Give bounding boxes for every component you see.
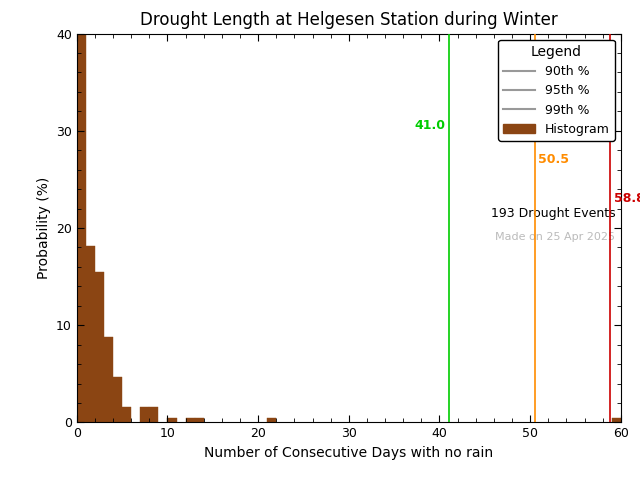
- Text: 50.5: 50.5: [538, 154, 570, 167]
- Bar: [195, 418, 204, 422]
- Text: 41.0: 41.0: [415, 120, 446, 132]
- Text: Made on 25 Apr 2025: Made on 25 Apr 2025: [495, 232, 615, 242]
- Text: 193 Drought Events: 193 Drought Events: [491, 206, 615, 220]
- Bar: [186, 418, 195, 422]
- X-axis label: Number of Consecutive Days with no rain: Number of Consecutive Days with no rain: [204, 446, 493, 460]
- Bar: [612, 418, 621, 422]
- Bar: [268, 418, 276, 422]
- Title: Drought Length at Helgesen Station during Winter: Drought Length at Helgesen Station durin…: [140, 11, 557, 29]
- Legend: 90th %, 95th %, 99th %, Histogram: 90th %, 95th %, 99th %, Histogram: [499, 40, 614, 141]
- Bar: [95, 272, 104, 422]
- Bar: [122, 407, 131, 422]
- Y-axis label: Probability (%): Probability (%): [36, 177, 51, 279]
- Bar: [86, 246, 95, 422]
- Text: 58.8: 58.8: [614, 192, 640, 205]
- Bar: [113, 377, 122, 422]
- Bar: [104, 337, 113, 422]
- Bar: [140, 407, 149, 422]
- Bar: [149, 407, 158, 422]
- Bar: [168, 418, 177, 422]
- Bar: [77, 30, 86, 422]
